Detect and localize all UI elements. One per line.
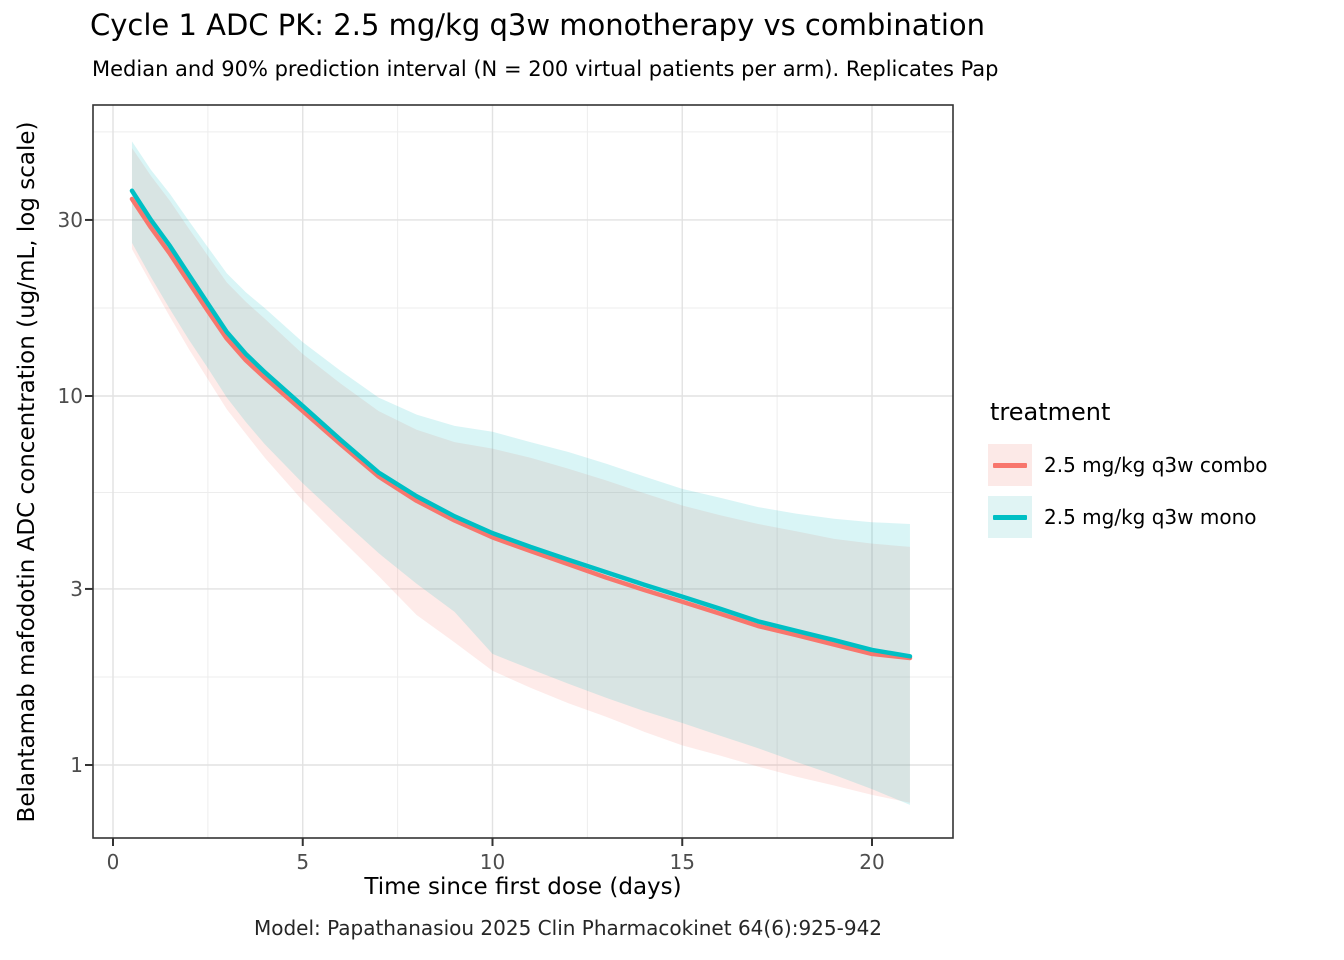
legend-key-line [993, 462, 1027, 468]
chart-subtitle: Median and 90% prediction interval (N = … [92, 57, 999, 81]
x-tick-label: 0 [106, 850, 120, 874]
legend-entry-mono: 2.5 mg/kg q3w mono [988, 496, 1268, 538]
legend: treatment 2.5 mg/kg q3w combo 2.5 mg/kg q… [988, 398, 1268, 548]
legend-entry-label: 2.5 mg/kg q3w combo [1044, 453, 1268, 477]
x-tick-label: 15 [669, 850, 695, 874]
x-axis-label: Time since first dose (days) [364, 874, 682, 900]
legend-title: treatment [990, 398, 1111, 426]
chart-title: Cycle 1 ADC PK: 2.5 mg/kg q3w monotherap… [90, 8, 986, 42]
median-line-combo [129, 196, 913, 661]
legend-key-swatch [988, 496, 1032, 538]
legend-entry-label: 2.5 mg/kg q3w mono [1044, 505, 1257, 529]
legend-entries: 2.5 mg/kg q3w combo 2.5 mg/kg q3w mono [988, 444, 1268, 538]
x-tick-label: 20 [859, 850, 885, 874]
y-tick-label: 1 [70, 753, 83, 777]
y-tick-label: 30 [57, 207, 83, 232]
ribbon-combo [131, 147, 910, 803]
chart-caption: Model: Papathanasiou 2025 Clin Pharmacok… [253, 916, 883, 940]
panel-border [92, 104, 954, 839]
legend-key-swatch [988, 444, 1032, 486]
x-tick-label: 10 [479, 850, 506, 874]
legend-key-line [993, 514, 1027, 520]
ribbon-mono [131, 141, 910, 805]
x-tick-label: 5 [296, 850, 310, 874]
legend-entry-combo: 2.5 mg/kg q3w combo [988, 444, 1268, 486]
y-tick-label: 3 [70, 576, 83, 601]
y-tick-label: 10 [57, 384, 83, 408]
median-line-mono [129, 188, 913, 659]
